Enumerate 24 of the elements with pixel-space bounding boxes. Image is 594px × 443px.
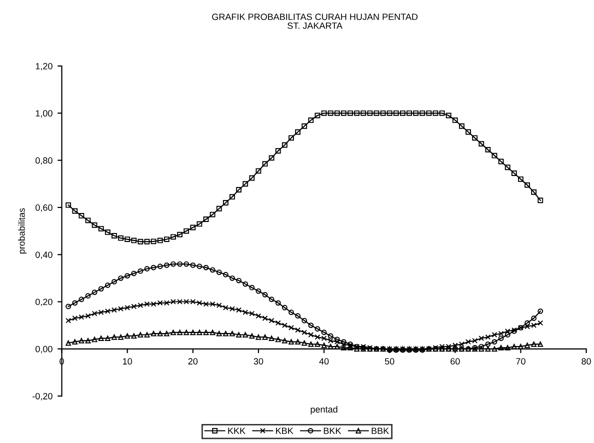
y-tick-label: 0,00 — [36, 346, 52, 354]
x-tick-label: 50 — [384, 358, 394, 365]
x-tick-label: 40 — [319, 358, 329, 365]
y-tick-label: 0,40 — [36, 252, 52, 260]
x-tick-label: 10 — [123, 358, 132, 365]
legend-label: KKK — [228, 428, 246, 434]
y-tick-label: 0,20 — [36, 298, 52, 306]
legend-label: BBK — [372, 428, 389, 434]
y-tick-label: 0,80 — [36, 157, 52, 165]
legend-label: KBK — [276, 428, 294, 434]
x-tick-label: 70 — [516, 358, 526, 365]
y-tick-label: 1,20 — [36, 62, 52, 70]
y-tick-label: -0,20 — [32, 393, 52, 400]
x-axis-title: pentad — [310, 406, 338, 414]
chart-subtitle: ST. JAKARTA — [288, 22, 342, 29]
y-tick-label: 0,60 — [36, 204, 52, 212]
chart-title: GRAFIK PROBABILITAS CURAH HUJAN PENTAD — [212, 14, 418, 20]
x-tick-label: 80 — [582, 358, 591, 365]
y-axis-title: probabilitas — [18, 208, 27, 254]
x-tick-label: 20 — [188, 358, 198, 365]
x-tick-label: 30 — [254, 358, 264, 365]
y-tick-label: 1,00 — [36, 110, 52, 118]
legend-label: BKK — [324, 428, 342, 434]
x-tick-label: 60 — [450, 358, 460, 365]
